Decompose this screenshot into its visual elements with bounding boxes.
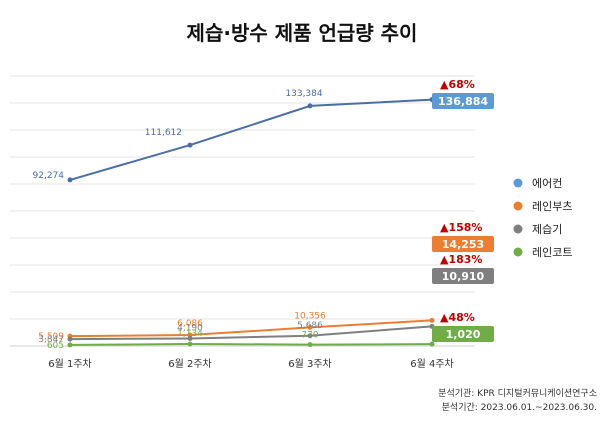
data-label: 1,134 bbox=[177, 329, 203, 339]
legend-marker bbox=[513, 224, 523, 234]
x-axis: 6월 1주차 6월 2주차 6월 3주차 6월 4주차 bbox=[48, 358, 454, 370]
data-point bbox=[307, 342, 313, 348]
change-label: ▲183% bbox=[440, 253, 482, 266]
data-label: 3,847 bbox=[38, 335, 64, 345]
data-point bbox=[307, 324, 313, 330]
data-point bbox=[429, 317, 435, 323]
source-line-1: 분석기관: KPR 디지털커뮤니케이션연구소 bbox=[438, 387, 597, 399]
data-label: 92,274 bbox=[33, 171, 65, 181]
last-value-label: 136,884 bbox=[438, 95, 488, 108]
data-point bbox=[67, 177, 73, 183]
series-lines: 92,274 111,612 133,384 136,884 ▲68% 5,509 6,08… bbox=[33, 78, 494, 351]
source-line-2: 분석기간: 2023.06.01.~2023.06.30. bbox=[442, 402, 597, 413]
x-tick-label: 6월 2주차 bbox=[168, 358, 212, 370]
change-label: ▲48% bbox=[440, 311, 475, 324]
legend-marker bbox=[513, 247, 523, 257]
x-tick-label: 6월 3주차 bbox=[288, 358, 332, 370]
data-label: 770 bbox=[301, 331, 318, 341]
data-label: 111,612 bbox=[145, 128, 182, 138]
data-label: 133,384 bbox=[285, 89, 322, 99]
data-label: 10,356 bbox=[294, 311, 326, 321]
last-value-label: 1,020 bbox=[446, 328, 481, 341]
change-label: ▲68% bbox=[440, 78, 475, 91]
chart-title: 제습·방수 제품 언급량 추이 bbox=[187, 21, 418, 45]
data-point bbox=[187, 335, 193, 341]
series-line bbox=[69, 342, 433, 346]
legend-marker bbox=[513, 201, 523, 211]
last-value-box bbox=[432, 93, 494, 109]
data-point bbox=[67, 336, 73, 342]
legend-label: 제습기 bbox=[532, 223, 562, 236]
gridlines bbox=[10, 75, 475, 347]
data-point bbox=[67, 342, 73, 348]
change-label: ▲158% bbox=[440, 221, 482, 234]
series-line bbox=[69, 325, 433, 341]
legend-label: 에어컨 bbox=[532, 177, 562, 190]
legend-label: 레인부츠 bbox=[532, 200, 572, 213]
legend-marker bbox=[513, 178, 523, 188]
data-point bbox=[429, 341, 435, 347]
data-label: 605 bbox=[47, 341, 64, 351]
data-point bbox=[187, 341, 193, 347]
last-value-box bbox=[432, 268, 494, 284]
x-tick-label: 6월 4주차 bbox=[410, 358, 454, 370]
data-label: 4,190 bbox=[177, 323, 203, 333]
data-point bbox=[307, 103, 313, 109]
series-line bbox=[69, 319, 433, 338]
data-label: 5,509 bbox=[38, 332, 64, 342]
x-tick-label: 6월 1주차 bbox=[48, 358, 92, 370]
series-line bbox=[69, 98, 433, 181]
data-point bbox=[307, 333, 313, 339]
last-value-box bbox=[432, 236, 494, 252]
legend-label: 레인코트 bbox=[532, 246, 572, 259]
data-label: 6,086 bbox=[177, 319, 203, 329]
last-value-box bbox=[432, 326, 494, 342]
data-label: 5,686 bbox=[297, 321, 323, 331]
data-point bbox=[187, 142, 193, 148]
last-value-label: 10,910 bbox=[442, 270, 485, 283]
last-value-label: 14,253 bbox=[442, 238, 484, 251]
